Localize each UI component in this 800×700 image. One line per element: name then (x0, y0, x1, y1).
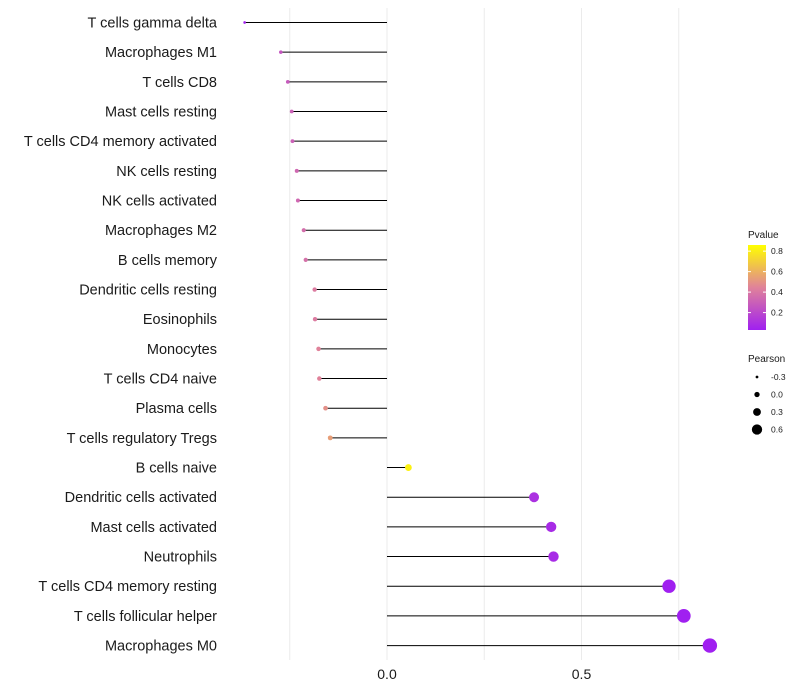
lollipop-dots (243, 21, 718, 653)
lollipop-dot (405, 464, 412, 471)
lollipop-stems (244, 22, 710, 647)
pearson-legend: Pearson -0.3 0.0 0.3 0.6 (748, 354, 786, 435)
category-label: T cells CD4 memory resting (38, 579, 217, 595)
lollipop-dot (327, 435, 333, 441)
lollipop-dot (702, 638, 718, 653)
category-label: Monocytes (147, 342, 217, 358)
y-axis-labels: T cells gamma delta Macrophages M1 T cells… (24, 16, 218, 655)
category-label: Mast cells resting (105, 105, 217, 121)
lollipop-dot (243, 21, 246, 24)
category-label: T cells CD4 memory activated (24, 134, 217, 150)
pvalue-legend-title: Pvalue (748, 230, 779, 241)
lollipop-dot (545, 521, 557, 533)
category-label: Mast cells activated (90, 520, 217, 536)
lollipop-dot (312, 316, 318, 322)
lollipop-dot (312, 287, 317, 292)
category-label: B cells memory (118, 253, 218, 269)
lollipop-dot (290, 139, 295, 144)
lollipop-dot (294, 168, 299, 173)
x-tick-label: 0.5 (572, 666, 592, 682)
category-label: T cells gamma delta (88, 16, 218, 32)
category-label: T cells CD4 naive (104, 372, 217, 388)
lollipop-dot (323, 405, 328, 411)
pearson-legend-dot (753, 408, 761, 416)
category-label: Macrophages M1 (105, 45, 217, 61)
category-label: Dendritic cells resting (79, 283, 217, 299)
lollipop-dot (662, 579, 676, 593)
lollipop-dot (676, 609, 691, 623)
category-label: NK cells activated (102, 194, 217, 210)
category-label: Neutrophils (144, 550, 217, 566)
lollipop-dot (301, 228, 306, 233)
category-label: Dendritic cells activated (65, 490, 217, 506)
x-tick-label: 0.0 (377, 666, 397, 682)
pearson-legend-dot (751, 424, 763, 435)
pearson-legend-dot (754, 391, 760, 398)
pearson-legend-label: 0.6 (771, 425, 783, 435)
pearson-legend-label: -0.3 (771, 372, 786, 382)
pvalue-colorbar (748, 245, 766, 330)
category-label: Macrophages M0 (105, 639, 217, 655)
pvalue-legend: Pvalue 0.8 0.6 0.4 0.2 (748, 230, 783, 330)
lollipop-dot (317, 376, 322, 381)
pvalue-legend-label: 0.8 (771, 246, 783, 256)
pearson-legend-title: Pearson (748, 354, 785, 365)
lollipop-dot (295, 198, 300, 203)
grid-lines (289, 8, 680, 660)
pearson-legend-label: 0.0 (771, 390, 783, 400)
category-label: T cells regulatory Tregs (67, 431, 217, 447)
lollipop-dot (303, 257, 308, 262)
pvalue-legend-label: 0.2 (771, 308, 783, 318)
lollipop-dot (548, 551, 559, 562)
category-label: T cells follicular helper (74, 609, 217, 625)
pearson-legend-dot (755, 375, 759, 379)
pearson-legend-label: 0.3 (771, 407, 783, 417)
category-label: Eosinophils (143, 312, 217, 328)
category-label: NK cells resting (116, 164, 217, 180)
pvalue-legend-label: 0.6 (771, 267, 783, 277)
lollipop-dot (285, 79, 290, 84)
pvalue-legend-label: 0.4 (771, 287, 783, 297)
category-label: Macrophages M2 (105, 223, 217, 239)
category-label: T cells CD8 (142, 75, 217, 91)
lollipop-dot (279, 50, 283, 54)
lollipop-dot (529, 492, 540, 503)
category-label: B cells naive (136, 461, 217, 477)
x-axis-labels: 0.0 0.5 (377, 666, 591, 682)
lollipop-dot (289, 109, 294, 114)
lollipop-dot (316, 346, 321, 352)
category-label: Plasma cells (136, 401, 217, 417)
